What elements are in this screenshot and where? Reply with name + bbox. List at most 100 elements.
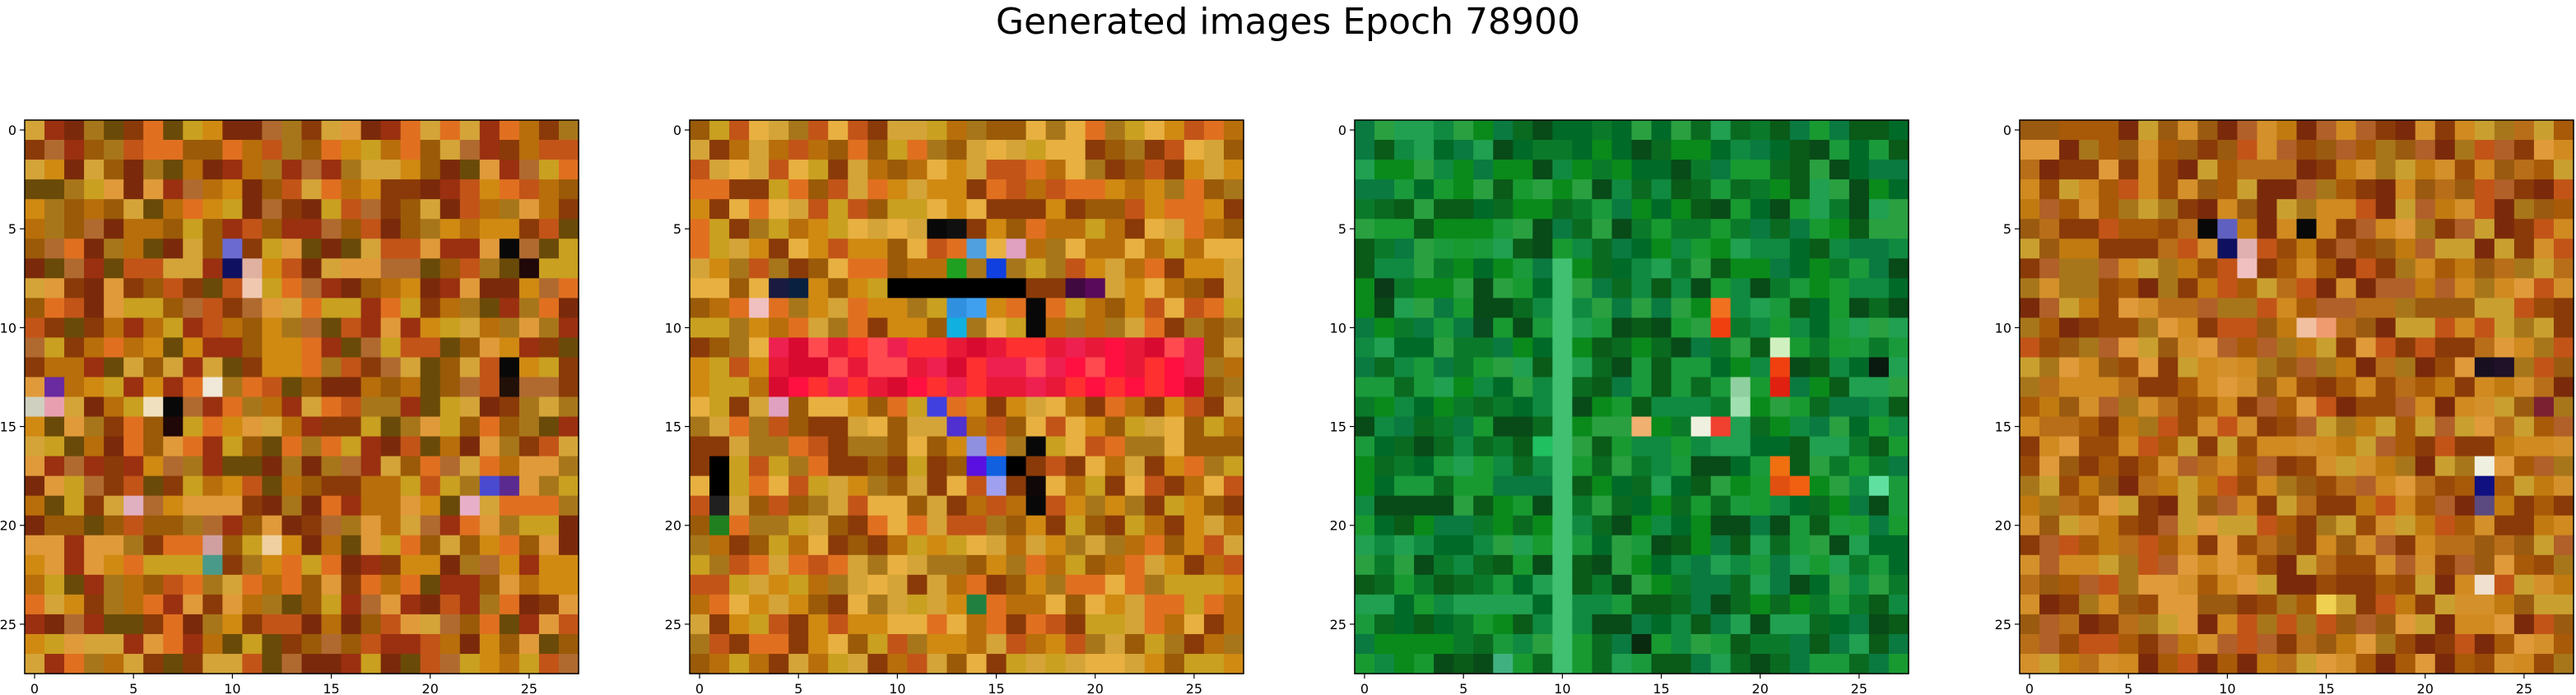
heatmap-cell <box>1144 594 1165 615</box>
heatmap-cell <box>2395 219 2416 239</box>
heatmap-cell <box>1868 219 1890 239</box>
heatmap-cell <box>1750 317 1771 338</box>
heatmap-cell <box>907 377 928 398</box>
heatmap-cell <box>808 199 829 220</box>
heatmap-cell <box>1789 120 1811 141</box>
heatmap-cell <box>1434 219 1454 239</box>
heatmap-cell <box>281 416 303 438</box>
heatmap-cell <box>439 416 461 438</box>
heatmap-cell <box>1710 574 1732 595</box>
heatmap-cell <box>1473 258 1494 279</box>
heatmap-cell <box>2276 317 2298 338</box>
heatmap-cell <box>2178 258 2198 279</box>
heatmap-cell <box>2059 554 2080 576</box>
heatmap-cell <box>1532 535 1553 556</box>
heatmap-cell <box>1789 357 1811 378</box>
heatmap-cell <box>281 239 303 259</box>
heatmap-cell <box>2138 317 2159 338</box>
heatmap-cell <box>2454 574 2476 595</box>
heatmap-cell <box>1651 475 1672 497</box>
heatmap-cell <box>1183 515 1205 536</box>
heatmap-cell <box>1552 653 1573 674</box>
heatmap-cell <box>2375 416 2397 438</box>
heatmap-cell <box>459 258 481 279</box>
heatmap-cell <box>499 160 520 180</box>
heatmap-cell <box>946 357 968 378</box>
heatmap-cell <box>1453 535 1474 556</box>
heatmap-cell <box>400 258 421 279</box>
heatmap-cell <box>2039 160 2060 180</box>
heatmap-cell <box>202 535 223 556</box>
heatmap-cell <box>2336 436 2357 457</box>
heatmap-cell <box>538 475 560 497</box>
heatmap-cell <box>222 633 243 655</box>
heatmap-cell <box>2217 653 2238 674</box>
heatmap-cell <box>1848 653 1870 674</box>
heatmap-cell <box>400 298 421 318</box>
heatmap-cell <box>1829 219 1850 239</box>
heatmap-cell <box>262 633 283 655</box>
heatmap-cell <box>1453 278 1474 299</box>
heatmap-cell <box>1203 653 1225 674</box>
heatmap-cell <box>2375 614 2397 635</box>
heatmap-cell <box>1223 554 1244 576</box>
heatmap-cell <box>2118 140 2139 160</box>
heatmap-cell <box>1868 317 1890 338</box>
heatmap-cell <box>2079 120 2099 141</box>
heatmap-cell <box>1789 554 1811 576</box>
heatmap-cell <box>729 278 750 299</box>
heatmap-cell <box>1414 515 1434 536</box>
heatmap-cell <box>301 515 323 536</box>
heatmap-cell <box>907 574 928 595</box>
heatmap-cell <box>2079 258 2099 279</box>
heatmap-cell <box>25 199 45 220</box>
heatmap-cell <box>380 199 402 220</box>
heatmap-cell <box>788 633 809 655</box>
heatmap-cell <box>104 278 124 299</box>
heatmap-cell <box>1085 357 1106 378</box>
heatmap-cell <box>709 160 730 180</box>
heatmap-cell <box>321 436 342 457</box>
heatmap-cell <box>2099 515 2119 536</box>
heatmap-cell <box>479 160 500 180</box>
heatmap-cell <box>2138 633 2159 655</box>
heatmap-cell <box>1710 633 1732 655</box>
heatmap-cell <box>439 160 461 180</box>
heatmap-cell <box>1888 179 1909 200</box>
heatmap-cell <box>2217 436 2238 457</box>
heatmap-cell <box>2099 436 2119 457</box>
heatmap-cell <box>2395 515 2416 536</box>
heatmap-cell <box>1651 258 1672 279</box>
heatmap-cell <box>1355 535 1375 556</box>
heatmap-cell <box>1006 436 1027 457</box>
heatmap-cell <box>64 535 85 556</box>
heatmap-cell <box>709 515 730 536</box>
heatmap-cell <box>202 258 223 279</box>
heatmap-cell <box>1750 298 1771 318</box>
heatmap-cell <box>1888 535 1909 556</box>
heatmap-cell <box>1552 298 1573 318</box>
heatmap-cell <box>321 515 342 536</box>
heatmap-cell <box>2257 219 2278 239</box>
heatmap-cell <box>2079 633 2099 655</box>
heatmap-cell <box>341 219 362 239</box>
heatmap-cell <box>1453 594 1474 615</box>
heatmap-cell <box>84 614 105 635</box>
heatmap-cell <box>1183 219 1205 239</box>
heatmap-cell <box>1453 377 1474 398</box>
heatmap-cell <box>1868 436 1890 457</box>
heatmap-cell <box>2118 574 2139 595</box>
heatmap-cell <box>2533 219 2555 239</box>
heatmap-cell <box>1434 377 1454 398</box>
heatmap-cell <box>1124 535 1146 556</box>
heatmap-cell <box>1769 179 1791 200</box>
heatmap-cell <box>749 179 770 200</box>
heatmap-cell <box>848 120 868 141</box>
heatmap-cell <box>2059 495 2080 517</box>
heatmap-cell <box>1671 377 1692 398</box>
heatmap-cell <box>1710 554 1732 576</box>
heatmap-cell <box>1611 416 1633 438</box>
heatmap-cell <box>2276 179 2298 200</box>
heatmap-cell <box>2415 258 2436 279</box>
heatmap-cell <box>2118 160 2139 180</box>
